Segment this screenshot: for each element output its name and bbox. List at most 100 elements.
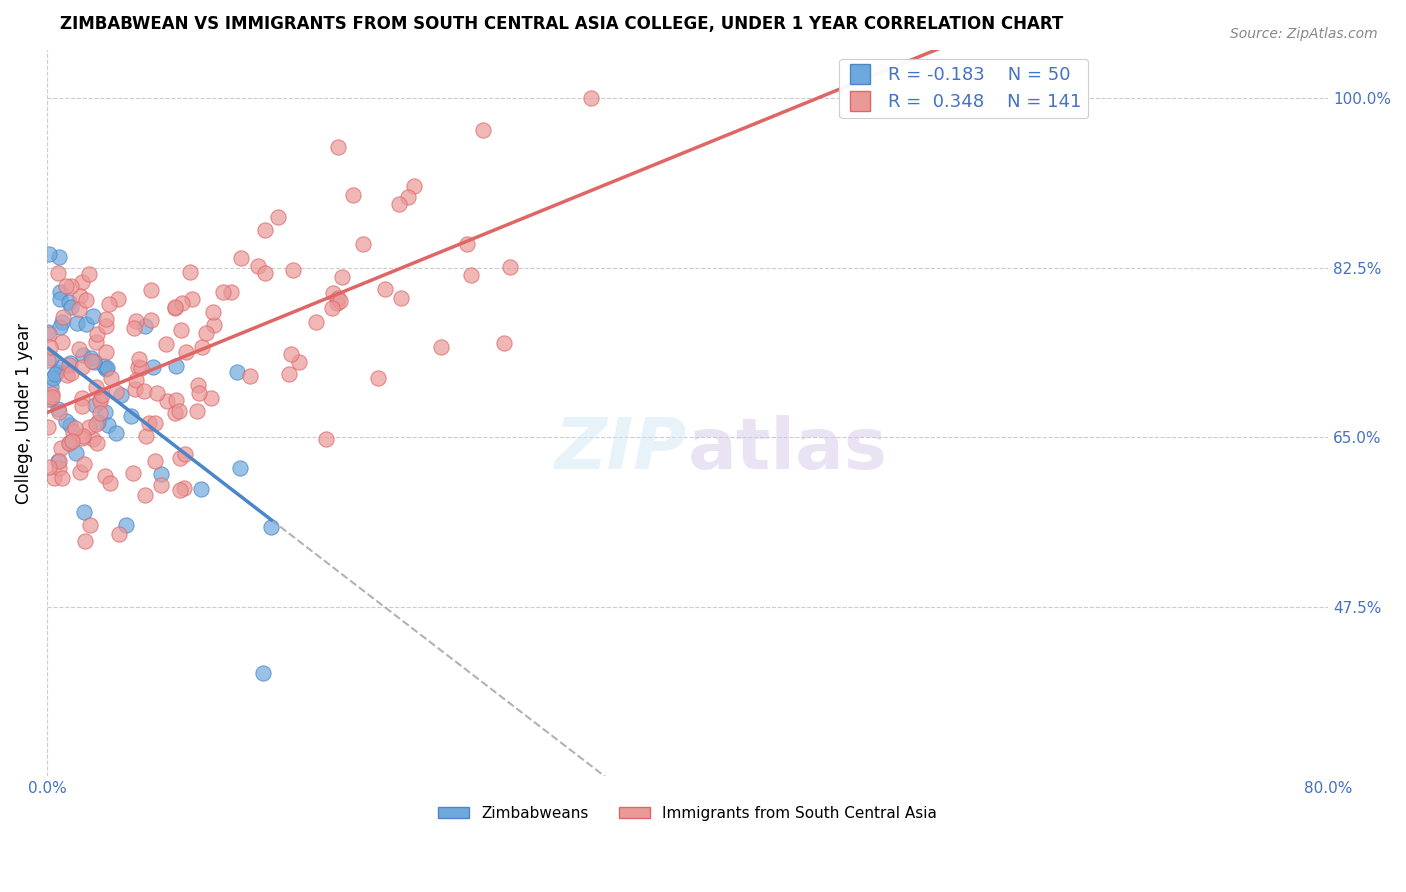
Point (86, 416, 108, 430)
Point (322, 285, 344, 300)
Point (82, 432, 104, 446)
Point (321, 301, 343, 315)
Point (105, 425, 128, 440)
Point (96, 418, 118, 433)
Point (94, 405, 117, 419)
Point (59, 355, 82, 369)
Point (94, 468, 117, 483)
Point (195, 326, 218, 341)
Point (246, 259, 269, 273)
Point (174, 447, 197, 461)
Point (134, 318, 156, 333)
Point (37, 420, 59, 434)
Point (167, 403, 190, 417)
Point (254, 267, 277, 281)
Point (332, 270, 354, 285)
Point (90, 387, 112, 401)
Point (124, 382, 146, 396)
Point (59, 300, 82, 314)
Point (96, 361, 118, 376)
Point (165, 393, 187, 408)
Point (94, 361, 117, 376)
Point (66, 316, 89, 330)
Point (107, 527, 129, 541)
Point (48, 404, 70, 418)
Point (163, 300, 186, 314)
Point (186, 404, 208, 418)
Point (58, 435, 80, 450)
Point (173, 481, 195, 495)
Point (150, 467, 173, 482)
Point (46, 453, 69, 467)
Point (120, 409, 142, 424)
Point (45, 365, 67, 379)
Point (229, 251, 252, 265)
Text: Source: ZipAtlas.com: Source: ZipAtlas.com (1230, 27, 1378, 41)
Point (89, 392, 111, 407)
Point (67, 342, 90, 356)
Point (38, 247, 60, 261)
Point (51, 315, 73, 329)
Point (62, 425, 84, 439)
Point (143, 454, 166, 468)
Point (190, 483, 212, 497)
Point (165, 406, 187, 420)
Point (60, 434, 83, 448)
Point (84, 380, 107, 394)
Point (142, 359, 165, 374)
Point (328, 140, 350, 154)
Point (75, 293, 97, 307)
Point (84, 334, 107, 349)
Point (278, 367, 301, 381)
Point (51, 335, 73, 350)
Point (94, 319, 117, 334)
Point (191, 341, 214, 355)
Point (48, 250, 70, 264)
Point (75, 317, 97, 331)
Point (42, 371, 65, 385)
Point (229, 461, 252, 475)
Point (56, 368, 79, 383)
Point (281, 262, 304, 277)
Point (139, 283, 162, 297)
Point (456, 237, 478, 252)
Point (38, 460, 60, 475)
Point (288, 355, 311, 369)
Point (352, 237, 374, 252)
Point (77, 419, 100, 434)
Point (38, 326, 60, 341)
Point (402, 179, 425, 194)
Point (165, 359, 187, 373)
Point (129, 360, 152, 375)
Point (170, 323, 193, 337)
Point (98, 297, 121, 311)
Point (176, 344, 198, 359)
Point (219, 285, 242, 300)
Point (388, 197, 411, 211)
Point (82, 309, 104, 323)
Point (125, 314, 148, 328)
Point (155, 336, 177, 351)
Point (48, 454, 70, 468)
Point (86, 436, 108, 450)
Point (80, 354, 103, 368)
Point (135, 429, 157, 443)
Point (69, 466, 91, 480)
Point (58, 294, 80, 309)
Point (46, 266, 69, 280)
Point (396, 190, 419, 204)
Point (579, 91, 602, 105)
Point (52, 310, 75, 324)
Point (128, 351, 150, 366)
Point (94, 345, 117, 359)
Point (72, 429, 94, 443)
Point (141, 313, 163, 327)
Point (67, 302, 90, 317)
Point (41, 387, 63, 401)
Point (105, 384, 128, 399)
Point (165, 301, 187, 316)
Point (122, 466, 145, 480)
Point (55, 279, 77, 293)
Point (59, 366, 82, 380)
Point (89, 406, 111, 420)
